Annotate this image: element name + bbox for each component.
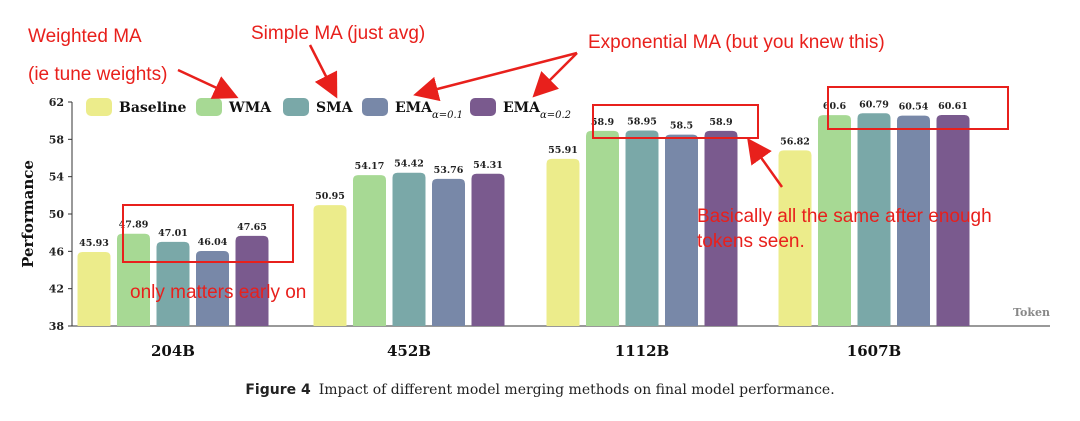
- figure-number: Figure 4: [245, 382, 311, 398]
- y-tick-label: 38: [49, 320, 65, 333]
- legend-entry: Baseline: [119, 100, 187, 116]
- value-label: 53.76: [434, 165, 464, 176]
- value-label: 45.93: [79, 238, 109, 249]
- bar-452B-sma: [392, 172, 426, 326]
- annotation-box: [827, 86, 1009, 130]
- bar-1112B-sma: [625, 130, 659, 326]
- annotation-exponential-ma: Exponential MA (but you knew this): [588, 32, 885, 53]
- annotation-early: only matters early on: [130, 282, 306, 303]
- value-label: 46.04: [198, 237, 228, 248]
- figure-caption: Figure 4 Impact of different model mergin…: [0, 382, 1080, 398]
- bar-204B-ema-3: [196, 250, 229, 326]
- y-tick-label: 54: [49, 171, 65, 184]
- y-tick-label: 50: [49, 208, 65, 221]
- bar-1607B-baseline: [778, 150, 812, 326]
- bar-1112B-ema-3: [665, 134, 698, 326]
- value-label: 58.9: [709, 117, 733, 128]
- annotation-box: [122, 204, 294, 263]
- bar-452B-ema-3: [432, 178, 465, 326]
- x-tick-label: 1607B: [847, 342, 901, 360]
- value-label: 60.79: [859, 99, 889, 110]
- y-tick-label: 58: [49, 133, 65, 146]
- value-label: 58.5: [670, 121, 693, 132]
- annotation-same-line2: tokens seen.: [697, 231, 805, 252]
- value-label: 54.31: [473, 160, 503, 171]
- legend-entry: EMA: [503, 100, 541, 116]
- caption-text: Impact of different model merging method…: [318, 382, 835, 398]
- legend-swatch: [86, 98, 112, 116]
- annotation-arrow: [532, 52, 578, 98]
- value-label: 54.42: [394, 159, 424, 170]
- y-tick-label: 42: [49, 283, 64, 296]
- bar-452B-wma: [353, 175, 386, 326]
- value-label: 47.65: [237, 222, 267, 233]
- y-axis-title: Performance: [19, 160, 37, 268]
- bar-452B-baseline: [313, 205, 347, 326]
- value-label: 47.89: [119, 220, 149, 231]
- annotation-weighted-ma: Weighted MA: [28, 26, 142, 47]
- legend-subscript: α=0.2: [540, 110, 571, 121]
- x-tick-label: 452B: [387, 342, 431, 360]
- annotation-arrow: [747, 137, 784, 188]
- legend-subscript: α=0.1: [432, 110, 463, 121]
- bar-1112B-wma: [586, 130, 619, 326]
- performance-bar-chart: 38 42 46 50 54 58 62 Performance Token 45.93 47.89…: [19, 23, 1050, 360]
- bar-1607B-sma: [857, 113, 891, 326]
- y-tick-label: 62: [49, 96, 64, 109]
- legend-entry: WMA: [228, 100, 272, 116]
- x-tick-label: 1112B: [615, 342, 669, 360]
- annotation-simple-ma: Simple MA (just avg): [251, 23, 425, 44]
- bar-204B-baseline: [77, 251, 111, 326]
- bar-1112B-baseline: [546, 158, 580, 326]
- bar-1607B-wma: [818, 115, 851, 326]
- annotation-arrow: [308, 44, 338, 99]
- value-label: 58.95: [627, 116, 657, 127]
- annotation-same-line1: Basically all the same after enough: [697, 206, 992, 227]
- x-tick-label: 204B: [151, 342, 195, 360]
- annotation-arrow: [177, 68, 239, 99]
- legend-swatch: [196, 98, 222, 116]
- y-tick-label: 46: [49, 245, 65, 258]
- bar-1112B-ema-4: [704, 130, 738, 326]
- value-label: 56.82: [780, 136, 810, 147]
- annotation-tune-weights: (ie tune weights): [28, 64, 167, 85]
- value-label: 55.91: [548, 145, 578, 156]
- legend-entry: EMA: [395, 100, 433, 116]
- value-label: 47.01: [158, 228, 188, 239]
- bar-1607B-ema-4: [936, 114, 970, 327]
- annotation-arrow: [413, 51, 578, 102]
- x-axis-title: Token: [1013, 306, 1050, 319]
- bar-204B-wma: [117, 233, 150, 326]
- bar-1607B-ema-3: [897, 115, 930, 326]
- value-label: 58.9: [591, 117, 615, 128]
- bar-452B-ema-4: [471, 173, 505, 326]
- legend-swatch: [283, 98, 309, 116]
- legend-swatch: [470, 98, 496, 116]
- value-label: 60.54: [899, 102, 929, 113]
- value-label: 60.6: [823, 101, 847, 112]
- value-label: 60.61: [938, 101, 968, 112]
- value-label: 54.17: [355, 161, 385, 172]
- value-label: 50.95: [315, 191, 345, 202]
- legend-swatch: [362, 98, 388, 116]
- legend-entry: SMA: [316, 100, 354, 116]
- bar-204B-ema-4: [235, 235, 269, 326]
- annotation-box: [592, 104, 759, 139]
